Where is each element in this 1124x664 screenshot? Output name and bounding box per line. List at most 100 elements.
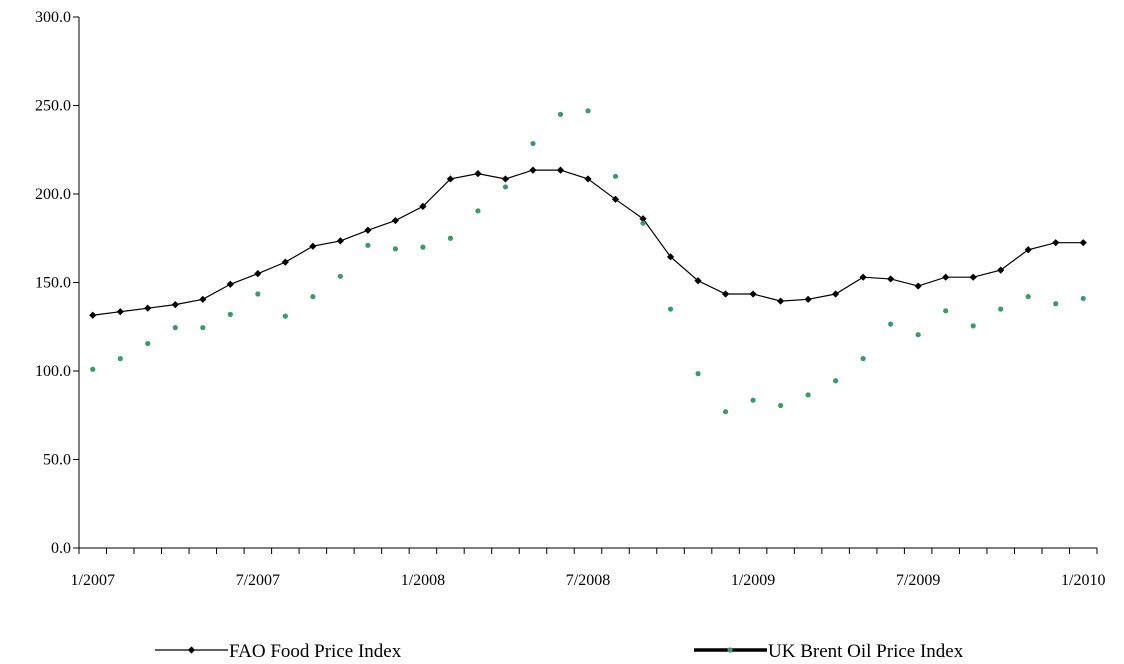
- legend-entry-brent-oil: UK Brent Oil Price Index: [694, 641, 964, 662]
- fao-food-point: [446, 175, 455, 183]
- fao-food-point: [694, 277, 702, 285]
- brent-oil-point: [833, 378, 839, 384]
- brent-oil-point: [750, 397, 756, 403]
- fao-food-point: [1079, 239, 1087, 247]
- brent-oil-point: [915, 332, 921, 338]
- fao-food-point: [336, 237, 344, 245]
- brent-oil-point: [310, 294, 316, 300]
- y-tick-label: 150.0: [35, 275, 71, 292]
- fao-food-point: [89, 311, 97, 319]
- brent-oil-point: [530, 140, 536, 147]
- fao-food-point: [474, 170, 482, 178]
- brent-oil-point: [970, 323, 976, 329]
- fao-food-point: [804, 295, 812, 303]
- fao-food-point: [309, 242, 317, 250]
- fao-food-point: [199, 295, 207, 303]
- brent-oil-point: [888, 321, 894, 327]
- fao-food-point: [749, 290, 757, 298]
- x-tick-labels: 1/2007 7/2007 1/2008 7/2008 1/2009 7/2009 1/20…: [71, 572, 1106, 589]
- brent-oil-point: [777, 402, 784, 409]
- y-tick-label: 0.0: [51, 540, 71, 557]
- brent-oil-point: [282, 313, 288, 319]
- brent-oil-point: [1053, 301, 1059, 307]
- fao-food-point: [419, 202, 427, 210]
- legend-entry-fao-food: FAO Food Price Index: [155, 641, 402, 662]
- fao-food-point: [776, 297, 785, 305]
- brent-oil-point: [585, 108, 591, 114]
- x-tick-label: 7/2007: [236, 572, 280, 589]
- y-tick-label: 200.0: [35, 186, 71, 203]
- brent-oil-point: [860, 356, 866, 362]
- brent-oil-point: [612, 173, 619, 179]
- fao-food-point: [281, 258, 289, 266]
- x-tick-label: 7/2009: [896, 572, 940, 589]
- fao-food-point: [721, 290, 730, 298]
- brent-oil-point: [998, 306, 1004, 312]
- x-tick-label: 7/2008: [566, 572, 610, 589]
- fao-food-point: [639, 215, 647, 223]
- brent-oil-point: [695, 371, 701, 377]
- fao-food-point: [391, 216, 400, 225]
- fao-food-point: [529, 166, 537, 174]
- fao-food-point: [1052, 239, 1060, 247]
- brent-oil-point: [943, 308, 949, 314]
- y-tick-label: 300.0: [35, 9, 71, 26]
- fao-food-point: [556, 166, 565, 174]
- fao-food-point: [942, 273, 950, 281]
- brent-oil-point: [722, 409, 729, 415]
- fao-food-point: [171, 301, 179, 309]
- fao-food-line: [92, 169, 1084, 316]
- x-tick-label: 1/2008: [401, 572, 445, 589]
- fao-food-point: [859, 273, 867, 281]
- fao-food-point: [611, 195, 620, 203]
- legend-swatch-fao-marker: [187, 646, 196, 654]
- legend: FAO Food Price Index UK Brent Oil Price I…: [155, 641, 964, 662]
- x-tick-label: 1/2009: [731, 572, 775, 589]
- y-tick-labels: 0.0 50.0 100.0 150.0 200.0 250.0 300.0: [35, 9, 71, 557]
- brent-oil-point: [227, 311, 233, 317]
- brent-oil-point: [337, 273, 343, 279]
- x-tick-label: 1/2010: [1061, 572, 1105, 589]
- brent-oil-point: [90, 366, 96, 372]
- fao-food-point: [832, 290, 840, 298]
- fao-food-point: [254, 270, 262, 278]
- axes: [73, 16, 1098, 554]
- brent-oil-point: [420, 244, 426, 250]
- fao-food-point: [364, 226, 372, 234]
- brent-oil-point: [365, 242, 371, 248]
- brent-oil-point: [392, 246, 399, 252]
- fao-food-point: [116, 308, 124, 316]
- y-tick-label: 250.0: [35, 98, 71, 115]
- series-uk-brent-oil-price-index: [90, 108, 1086, 415]
- legend-swatch-oil-marker: [727, 647, 733, 653]
- brent-oil-point: [447, 235, 454, 241]
- brent-oil-point: [200, 325, 206, 331]
- brent-oil-point: [502, 184, 509, 190]
- brent-oil-point: [557, 111, 564, 117]
- brent-oil-point: [1080, 295, 1086, 302]
- brent-oil-point: [117, 356, 123, 362]
- brent-oil-point: [145, 340, 151, 347]
- fao-food-point: [226, 280, 234, 288]
- legend-label-fao-food: FAO Food Price Index: [229, 641, 402, 662]
- fao-food-point: [144, 304, 152, 312]
- brent-oil-point: [640, 220, 646, 226]
- fao-food-point: [887, 275, 895, 283]
- brent-oil-point: [805, 392, 811, 398]
- fao-food-point: [584, 175, 592, 183]
- y-tick-label: 100.0: [35, 363, 71, 380]
- brent-oil-point: [667, 306, 674, 312]
- brent-oil-point: [255, 291, 261, 297]
- legend-label-brent-oil: UK Brent Oil Price Index: [768, 641, 964, 662]
- y-tick-label: 50.0: [43, 452, 71, 469]
- series-fao-food-price-index: [89, 166, 1087, 319]
- fao-food-point: [997, 266, 1005, 274]
- brent-oil-point: [475, 208, 481, 214]
- fao-food-point: [1024, 246, 1032, 254]
- fao-food-point: [666, 253, 675, 261]
- series-layer: [89, 108, 1087, 415]
- brent-oil-point: [172, 325, 178, 331]
- brent-oil-point: [1025, 294, 1031, 300]
- fao-food-point: [501, 175, 510, 183]
